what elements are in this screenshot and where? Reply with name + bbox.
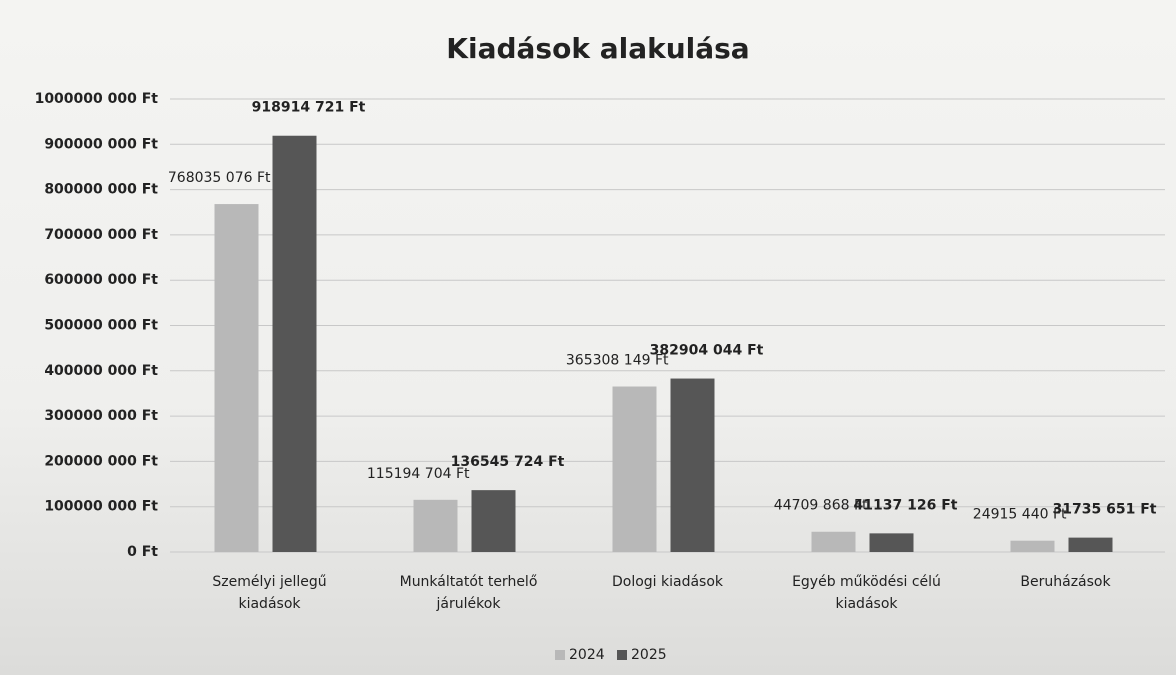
value-label: 768035 076 Ft <box>168 170 271 186</box>
legend-swatch <box>617 650 627 660</box>
bar <box>1010 540 1055 552</box>
y-tick-label: 700000 000 Ft <box>44 227 158 243</box>
y-tick-label: 500000 000 Ft <box>44 318 158 334</box>
bar <box>811 531 856 552</box>
x-tick-label: Beruházások <box>1020 574 1111 590</box>
bar <box>272 135 317 552</box>
bar <box>471 490 516 552</box>
y-tick-label: 800000 000 Ft <box>44 182 158 198</box>
value-label: 31735 651 Ft <box>1053 502 1157 518</box>
legend-swatch <box>555 650 565 660</box>
y-tick-label: 1000000 000 Ft <box>35 91 159 107</box>
y-tick-label: 200000 000 Ft <box>44 453 158 469</box>
x-tick-label: Munkáltatót terhelő járulékok <box>400 574 538 612</box>
bar <box>214 204 259 552</box>
value-label: 136545 724 Ft <box>451 454 565 470</box>
value-label: 382904 044 Ft <box>650 343 764 359</box>
bar <box>413 499 458 552</box>
x-tick-label: Egyéb működési célú kiadások <box>792 574 941 612</box>
value-label: 918914 721 Ft <box>252 100 366 116</box>
y-tick-label: 100000 000 Ft <box>44 499 158 515</box>
x-tick-label: Személyi jellegű kiadások <box>212 574 326 612</box>
y-tick-label: 400000 000 Ft <box>44 363 158 379</box>
bar <box>1068 537 1113 552</box>
bar <box>869 533 914 552</box>
y-tick-label: 900000 000 Ft <box>44 136 158 152</box>
y-tick-label: 0 Ft <box>127 544 158 560</box>
y-tick-label: 600000 000 Ft <box>44 272 158 288</box>
value-label: 41137 126 Ft <box>854 497 958 513</box>
x-tick-label: Dologi kiadások <box>612 574 724 590</box>
value-label: 365308 149 Ft <box>566 353 669 369</box>
chart-title: Kiadások alakulása <box>446 32 749 65</box>
value-label: 24915 440 Ft <box>973 507 1067 523</box>
legend-label: 2025 <box>631 647 667 663</box>
y-tick-label: 300000 000 Ft <box>44 408 158 424</box>
bar <box>670 378 715 552</box>
legend-label: 2024 <box>569 647 605 663</box>
value-label: 44709 868 Ft <box>774 498 868 514</box>
bar <box>612 386 657 552</box>
value-label: 115194 704 Ft <box>367 466 470 482</box>
